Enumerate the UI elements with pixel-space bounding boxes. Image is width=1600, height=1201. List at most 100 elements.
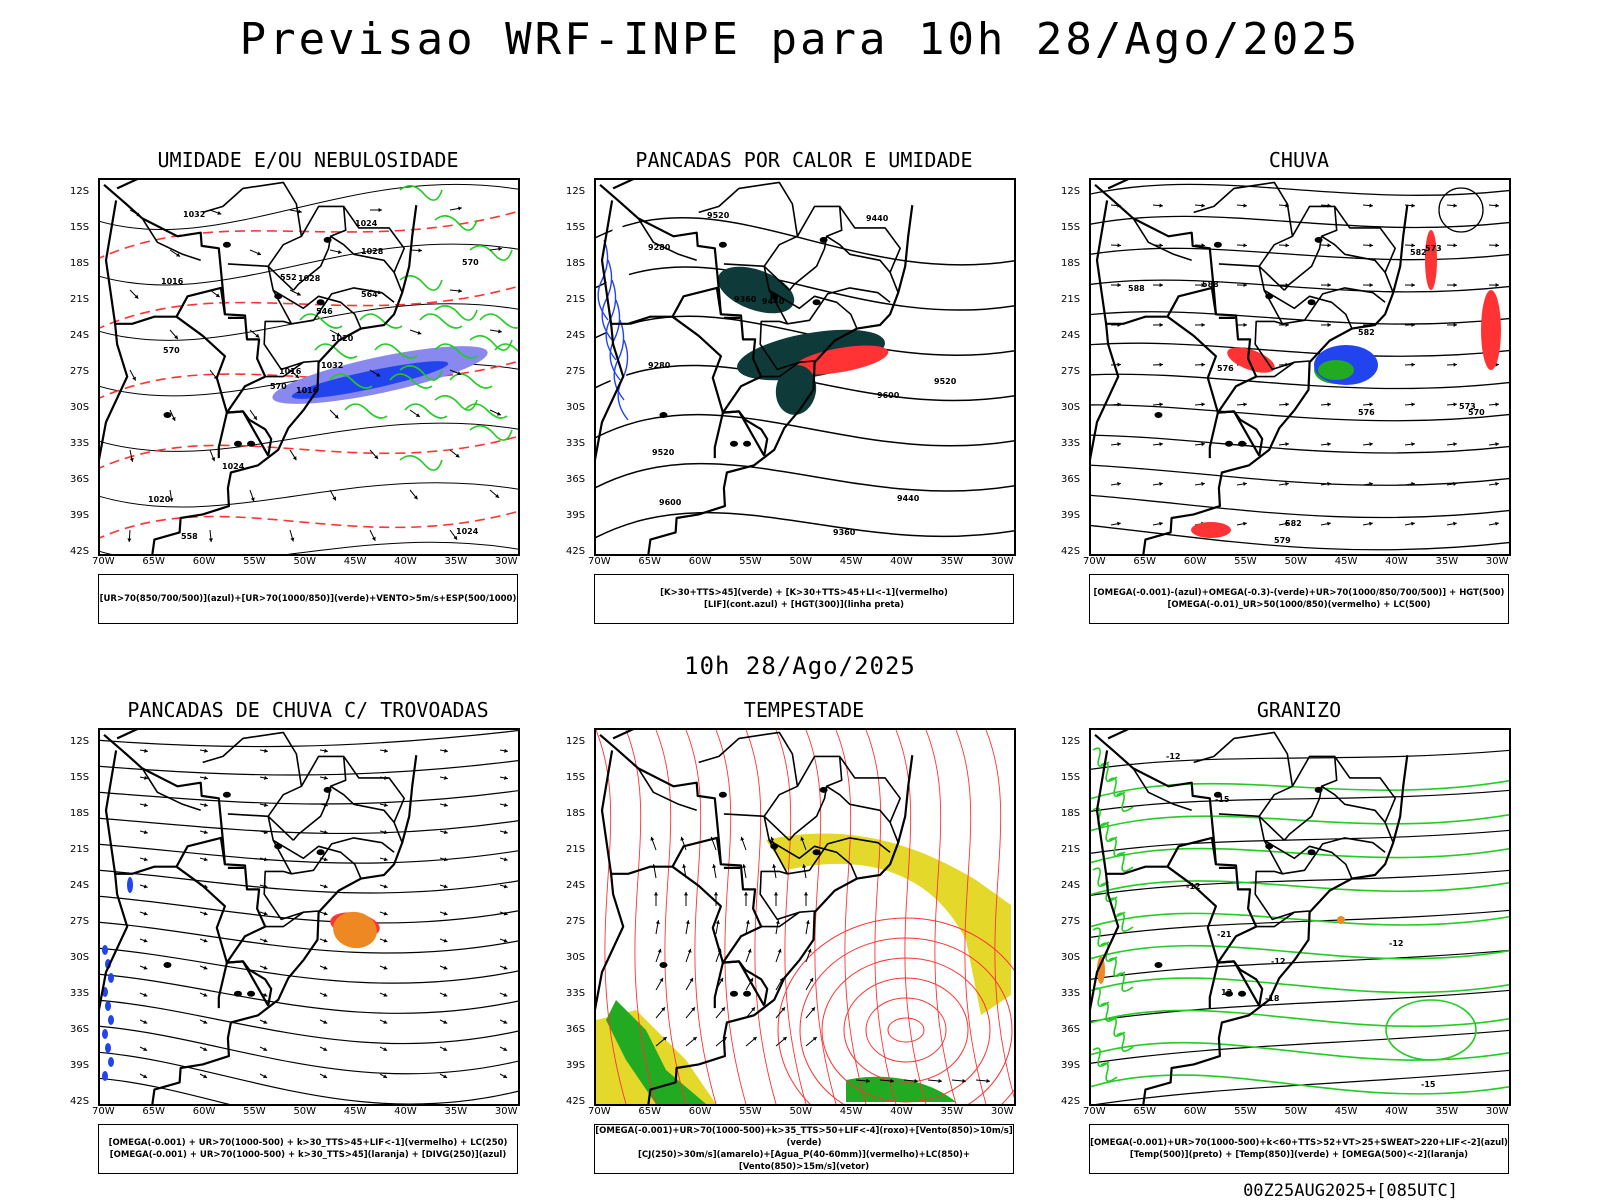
state-border <box>1322 786 1386 822</box>
lat-tick-label: 18S <box>566 808 585 819</box>
lat-tick-label: 39S <box>566 1060 585 1071</box>
panel-title-pancadas-calor: PANCADAS POR CALOR E UMIDADE <box>574 148 1034 172</box>
lon-tick-label: 40W <box>890 556 913 567</box>
lon-tick-label: 70W <box>588 556 611 567</box>
lat-tick-label: 24S <box>70 330 89 341</box>
lon-tick-label: 55W <box>1234 556 1257 567</box>
lon-tick-label: 35W <box>941 1106 964 1117</box>
divergence-blue-mark <box>108 1015 114 1025</box>
legend-line: [UR>70(850/700/500)](azul)+[UR>70(1000/8… <box>99 593 517 605</box>
legend-line: [OMEGA(-0.001)+UR>70(1000-500)+k<60+TTS>… <box>1090 1137 1508 1149</box>
streamline-850 <box>716 730 746 1104</box>
lat-tick-label: 30S <box>566 952 585 963</box>
legend-line: [LIF](cont.azul) + [HGT(300)](linha pret… <box>595 599 1013 611</box>
lat-tick-label: 36S <box>566 1024 585 1035</box>
contour-label: 570 <box>462 258 479 267</box>
temp850-green-contour <box>1386 1000 1476 1060</box>
lon-tick-label: 60W <box>193 1106 216 1117</box>
lat-tick-label: 27S <box>566 916 585 927</box>
state-border <box>1259 266 1385 324</box>
lake-shape <box>730 441 738 447</box>
country-border <box>219 411 243 458</box>
streamline-850 <box>836 730 866 1104</box>
lon-tick-label: 45W <box>1335 556 1358 567</box>
streamline-850 <box>896 730 926 1104</box>
lat-tick-label: 27S <box>566 366 585 377</box>
lat-tick-label: 12S <box>70 186 89 197</box>
lat-tick-label: 18S <box>1061 258 1080 269</box>
contour-label: 9600 <box>877 391 900 400</box>
lon-tick-label: 70W <box>1083 1106 1106 1117</box>
state-border <box>789 756 841 840</box>
country-border <box>243 411 271 455</box>
lat-tick-label: 21S <box>566 844 585 855</box>
country-border <box>613 180 644 188</box>
streamline-850 <box>746 730 776 1104</box>
contour-label: 1032 <box>183 210 205 219</box>
lat-tick-label: 24S <box>1061 330 1080 341</box>
divergence-blue-mark <box>102 1029 108 1039</box>
country-border <box>1091 324 1118 530</box>
rain-red-area <box>1191 522 1231 538</box>
panel-title-umidade: UMIDADE E/OU NEBULOSIDADE <box>78 148 538 172</box>
moisture-green-contour <box>470 426 512 440</box>
lon-tick-label: 70W <box>588 1106 611 1117</box>
state-border <box>699 182 798 266</box>
lat-tick-label: 27S <box>1061 916 1080 927</box>
lon-tick-label: 40W <box>394 1106 417 1117</box>
lat-tick-label: 21S <box>566 294 585 305</box>
contour-label: 9520 <box>707 211 730 220</box>
contour-label: 9360 <box>734 295 757 304</box>
lon-tick-label: 65W <box>638 1106 661 1117</box>
divergence-blue-mark <box>108 973 114 983</box>
contour-label: 1028 <box>361 247 384 256</box>
streamline-850 <box>888 1018 924 1042</box>
state-border <box>1194 732 1293 816</box>
state-border <box>1322 236 1386 272</box>
state-border <box>344 756 405 842</box>
lat-tick-label: 42S <box>566 1096 585 1107</box>
lat-tick-label: 15S <box>566 222 585 233</box>
lon-tick-label: 35W <box>1436 556 1459 567</box>
contour-label: -12 <box>1166 752 1180 761</box>
map-trovoadas <box>98 728 520 1106</box>
legend-line: [K>30+TTS>45](verde) + [K>30+TTS>45+LI<-… <box>595 587 1013 599</box>
lake-shape <box>274 293 282 299</box>
state-border <box>699 732 798 816</box>
lake-shape <box>1238 441 1246 447</box>
lat-tick-label: 42S <box>70 1096 89 1107</box>
contour-label: -21 <box>1217 930 1232 939</box>
lon-tick-label: 35W <box>445 556 468 567</box>
divergence-blue-mark <box>127 877 133 893</box>
lon-tick-label: 35W <box>941 556 964 567</box>
lake-shape <box>163 412 171 418</box>
lat-tick-label: 12S <box>566 736 585 747</box>
legend-line: [Temp(500)](preto) + [Temp(850)](verde) … <box>1090 1149 1508 1161</box>
legend-trovoadas: [OMEGA(-0.001) + UR>70(1000-500) + k>30_… <box>98 1124 518 1174</box>
contour-label: 1016 <box>161 277 184 286</box>
lon-tick-label: 30W <box>495 1106 518 1117</box>
moisture-green-contour <box>465 404 507 418</box>
panel-title-tempestade: TEMPESTADE <box>574 698 1034 722</box>
lon-tick-label: 50W <box>1284 556 1307 567</box>
state-border <box>840 756 901 842</box>
state-border <box>142 218 200 260</box>
contour-label: 570 <box>163 346 180 355</box>
lat-tick-label: 27S <box>70 916 89 927</box>
divergence-blue-mark <box>108 1057 114 1067</box>
lat-tick-label: 24S <box>566 880 585 891</box>
lon-tick-label: 60W <box>1184 1106 1207 1117</box>
lake-shape <box>743 441 751 447</box>
country-border <box>1210 411 1234 458</box>
lon-tick-label: 35W <box>445 1106 468 1117</box>
lat-tick-label: 30S <box>1061 402 1080 413</box>
state-border <box>293 756 345 840</box>
rain-red-area <box>1425 230 1437 290</box>
instability-green-area <box>712 258 801 323</box>
contour-label: 9520 <box>934 377 957 386</box>
country-border <box>1234 961 1262 1005</box>
lake-shape <box>1214 792 1222 798</box>
state-border <box>1335 206 1396 292</box>
